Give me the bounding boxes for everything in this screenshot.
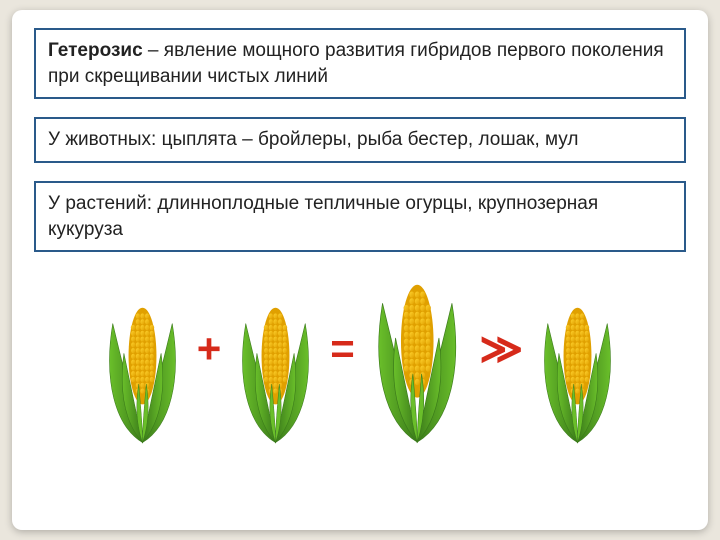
corn-normal: [531, 295, 624, 445]
operator-much-greater: ≫: [479, 328, 523, 388]
plants-text: У растений: длинноплодные тепличные огур…: [48, 193, 598, 240]
plants-box: У растений: длинноплодные тепличные огур…: [34, 181, 686, 252]
content-card: Гетерозис – явление мощного развития гиб…: [12, 10, 708, 530]
corn-hybrid: [363, 270, 472, 445]
definition-box: Гетерозис – явление мощного развития гиб…: [34, 28, 686, 99]
corn-diagram: + =: [34, 270, 686, 445]
corn-parent-1: [96, 295, 189, 445]
corn-parent-2: [229, 295, 322, 445]
animals-box: У животных: цыплята – бройлеры, рыба бес…: [34, 117, 686, 163]
animals-text: У животных: цыплята – бройлеры, рыба бес…: [48, 129, 578, 150]
slide: Гетерозис – явление мощного развития гиб…: [0, 0, 720, 540]
definition-term: Гетерозис: [48, 40, 143, 61]
operator-equals: =: [330, 328, 355, 388]
operator-plus: +: [197, 328, 222, 388]
